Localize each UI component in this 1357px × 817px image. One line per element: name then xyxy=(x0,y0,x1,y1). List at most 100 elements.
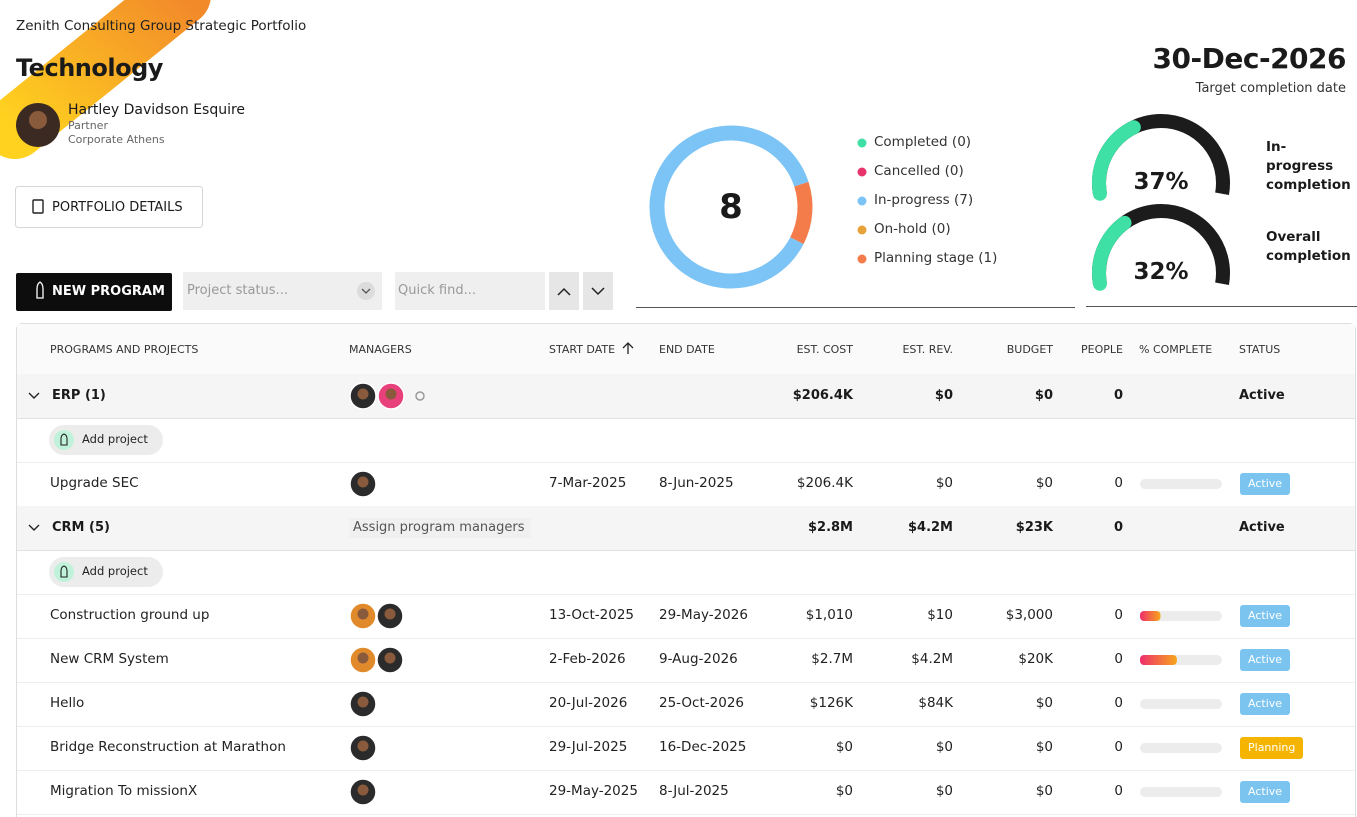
avatar-face xyxy=(357,652,369,664)
est-cost: $0 xyxy=(835,739,853,755)
portfolio-details-button[interactable] xyxy=(15,186,203,228)
donut-segment xyxy=(790,181,813,244)
avatar-face xyxy=(29,111,47,129)
column-header: PEOPLE xyxy=(1081,343,1123,356)
down-arrow xyxy=(591,287,605,296)
start-date: 2-Feb-2026 xyxy=(549,651,626,667)
legend-dot xyxy=(857,167,867,177)
gauge-value: 37% xyxy=(1133,169,1189,195)
end-date: 16-Dec-2025 xyxy=(659,739,747,755)
legend-label: Completed (0) xyxy=(874,134,972,150)
people: 0 xyxy=(1114,651,1123,667)
progress-track xyxy=(1140,699,1222,709)
legend-label: Cancelled (0) xyxy=(874,163,964,179)
end-date: 9-Aug-2026 xyxy=(659,651,738,667)
column-header: MANAGERS xyxy=(349,343,412,356)
group-est-rev: $0 xyxy=(934,388,953,403)
project-name: Upgrade SEC xyxy=(50,475,139,491)
progress-track xyxy=(1140,743,1222,753)
group-budget: $23K xyxy=(1015,520,1053,535)
est-rev: $4.2M xyxy=(911,651,953,667)
column-header: EST. COST xyxy=(796,343,853,356)
down-button[interactable] xyxy=(583,272,613,310)
donut-total: 8 xyxy=(719,187,743,227)
quick-find[interactable] xyxy=(395,272,545,310)
people: 0 xyxy=(1114,783,1123,799)
gauge-fill xyxy=(1092,120,1141,201)
start-date: 29-Jul-2025 xyxy=(549,739,628,755)
progress-track xyxy=(1140,787,1222,797)
avatar-face xyxy=(357,740,369,752)
project-name: Construction ground up xyxy=(50,607,210,623)
legend-label: On-hold (0) xyxy=(874,221,951,237)
people: 0 xyxy=(1114,739,1123,755)
portfolio-details-label: PORTFOLIO DETAILS xyxy=(52,200,183,215)
project-name: Bridge Reconstruction at Marathon xyxy=(50,739,286,755)
legend-dot xyxy=(857,254,867,264)
group-status: Active xyxy=(1239,520,1285,535)
gauge-title: Overall completion xyxy=(1266,229,1351,264)
rocket-icon xyxy=(60,565,68,578)
budget: $3,000 xyxy=(1005,607,1053,623)
group-name: ERP (1) xyxy=(52,388,106,403)
project-name: Migration To missionX xyxy=(50,783,198,799)
person-name: Hartley Davidson Esquire xyxy=(68,102,246,118)
legend-dot xyxy=(857,225,867,235)
legend-label: In-progress (7) xyxy=(874,192,974,208)
start-date: 13-Oct-2025 xyxy=(549,607,634,623)
group-row xyxy=(17,506,1355,550)
column-header: STATUS xyxy=(1239,343,1281,356)
add-project-icon xyxy=(54,430,74,450)
est-cost: $2.7M xyxy=(811,651,853,667)
add-project-button[interactable] xyxy=(49,425,163,455)
dropdown-icon xyxy=(357,282,375,300)
people: 0 xyxy=(1114,607,1123,623)
up-button[interactable] xyxy=(549,272,579,310)
avatar-face xyxy=(357,784,369,796)
rocket-icon xyxy=(60,433,68,446)
group-people: 0 xyxy=(1113,388,1123,403)
clipboard-icon xyxy=(32,199,44,214)
new-program-label: NEW PROGRAM xyxy=(52,284,165,299)
avatar-face xyxy=(384,608,396,620)
budget: $0 xyxy=(1035,783,1053,799)
group-status: Active xyxy=(1239,388,1285,403)
est-cost: $1,010 xyxy=(805,607,853,623)
group-budget: $0 xyxy=(1034,388,1053,403)
end-date: 8-Jun-2025 xyxy=(659,475,734,491)
budget: $0 xyxy=(1035,475,1053,491)
dropdown-chevron xyxy=(361,288,371,294)
column-header: EST. REV. xyxy=(902,343,953,356)
group-est-cost: $206.4K xyxy=(792,388,853,403)
legend-dot xyxy=(857,196,867,206)
rocket-icon xyxy=(36,281,44,299)
add-project-label: Add project xyxy=(82,564,148,578)
table-header xyxy=(17,324,1355,374)
legend-dot xyxy=(857,138,867,148)
people: 0 xyxy=(1114,475,1123,491)
gauge-title: In-progress completion xyxy=(1266,139,1351,193)
new-program-button[interactable] xyxy=(16,273,172,311)
collapse-toggle[interactable] xyxy=(28,392,40,399)
end-date: 29-May-2026 xyxy=(659,607,748,623)
end-date: 25-Oct-2026 xyxy=(659,695,744,711)
target-date: 30-Dec-2026 xyxy=(1152,42,1347,75)
status-placeholder: Project status... xyxy=(187,283,288,298)
status-badge: Active xyxy=(1240,693,1291,715)
group-est-rev: $4.2M xyxy=(907,520,953,535)
collapse-toggle[interactable] xyxy=(28,524,40,531)
add-project-button[interactable] xyxy=(49,557,163,587)
status-filter[interactable] xyxy=(183,272,382,310)
start-date: 7-Mar-2025 xyxy=(549,475,627,491)
budget: $0 xyxy=(1035,695,1053,711)
portfolio-title: Technology xyxy=(16,54,163,82)
group-name: CRM (5) xyxy=(52,520,110,535)
column-header: PROGRAMS AND PROJECTS xyxy=(50,343,199,356)
person-location: Corporate Athens xyxy=(68,133,165,146)
status-badge: Planning xyxy=(1240,737,1304,759)
progress-fill xyxy=(1140,655,1177,665)
project-name: Hello xyxy=(50,695,85,711)
avatar-face xyxy=(384,652,396,664)
